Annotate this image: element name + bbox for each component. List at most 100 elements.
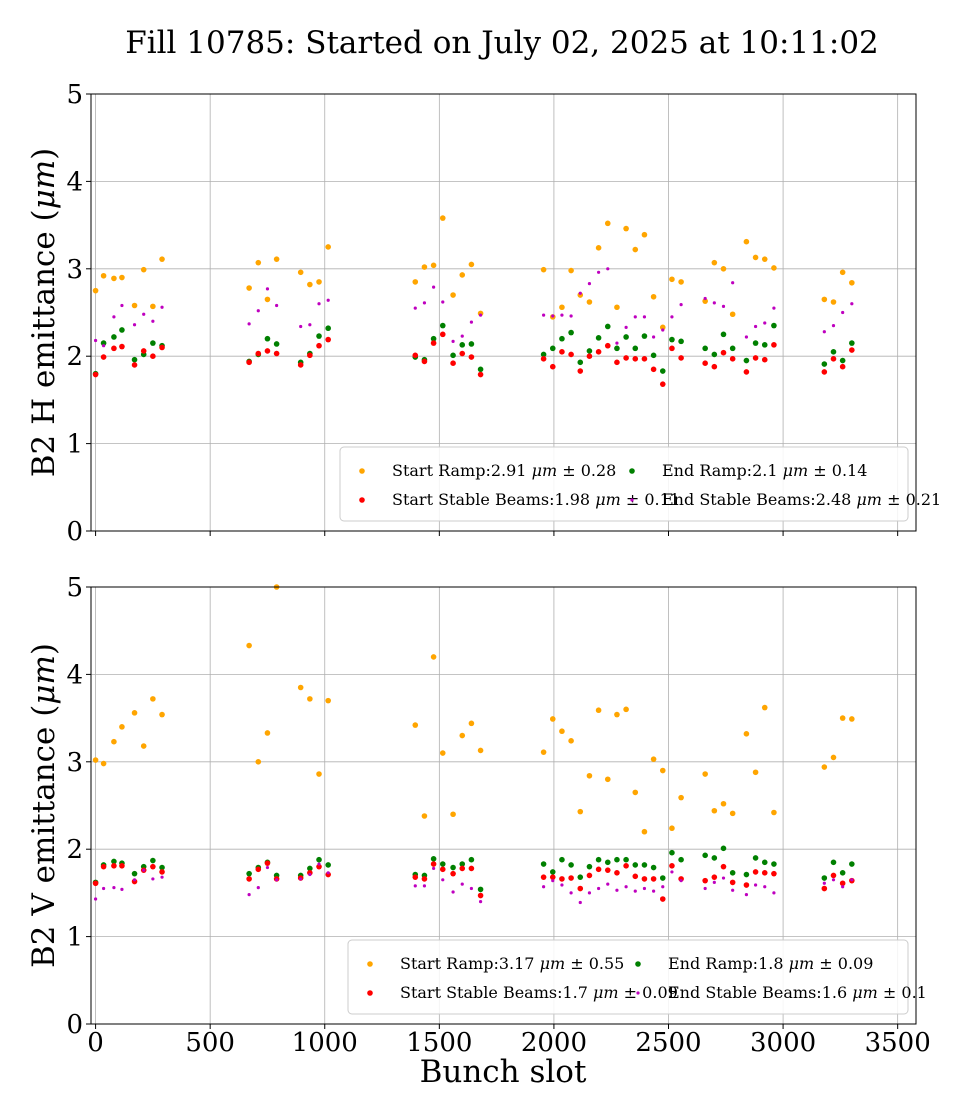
point-end-ramp	[111, 334, 117, 340]
point-start-stable-beams	[468, 865, 475, 872]
point-end-stable-beams	[460, 882, 464, 886]
point-start-stable-beams	[568, 875, 574, 881]
point-end-stable-beams	[633, 315, 637, 319]
point-start-ramp	[140, 266, 147, 273]
point-start-stable-beams	[678, 355, 684, 361]
point-end-ramp	[150, 857, 156, 864]
point-end-stable-beams	[247, 893, 251, 897]
point-end-stable-beams	[661, 328, 665, 332]
point-end-ramp	[450, 864, 456, 871]
point-end-ramp	[604, 323, 611, 330]
point-end-ramp	[678, 856, 684, 863]
point-start-ramp	[131, 302, 138, 309]
point-end-stable-beams	[606, 267, 610, 271]
point-end-ramp	[839, 357, 846, 364]
point-start-stable-beams	[641, 356, 648, 362]
point-end-stable-beams	[661, 885, 665, 889]
point-start-ramp	[659, 324, 666, 331]
point-start-ramp	[830, 299, 837, 305]
point-end-stable-beams	[432, 866, 436, 871]
point-end-stable-beams	[652, 889, 656, 893]
point-end-stable-beams	[569, 891, 573, 895]
point-end-stable-beams	[256, 309, 260, 313]
point-start-ramp	[729, 311, 736, 318]
point-start-ramp	[771, 809, 777, 816]
point-end-ramp	[439, 322, 446, 329]
point-start-stable-beams	[559, 349, 565, 355]
point-start-stable-beams	[540, 356, 547, 362]
point-start-stable-beams	[604, 867, 611, 873]
point-start-ramp	[720, 800, 727, 807]
x-tick-label: 1000	[292, 1028, 358, 1058]
point-end-ramp	[720, 331, 727, 338]
point-end-stable-beams	[478, 900, 483, 904]
point-start-ramp	[711, 807, 718, 814]
point-end-stable-beams	[850, 302, 854, 306]
point-end-stable-beams	[317, 862, 321, 866]
point-start-stable-beams	[659, 381, 666, 387]
point-start-ramp	[632, 246, 639, 253]
legend-marker	[629, 468, 635, 474]
point-end-stable-beams	[642, 315, 647, 319]
point-end-stable-beams	[679, 303, 683, 307]
point-start-ramp	[830, 754, 837, 761]
point-end-ramp	[729, 869, 736, 876]
point-end-ramp	[273, 341, 280, 347]
legend-label: End Ramp:2.1 μm ± 0.14	[662, 461, 867, 480]
point-start-stable-beams	[839, 363, 846, 370]
point-end-ramp	[743, 871, 750, 878]
point-end-stable-beams	[624, 325, 628, 329]
point-end-ramp	[325, 325, 331, 332]
point-start-ramp	[468, 720, 475, 727]
legend-frame	[347, 939, 909, 1015]
point-end-stable-beams	[772, 306, 776, 310]
point-start-ramp	[839, 269, 846, 276]
point-start-stable-beams	[821, 369, 828, 375]
point-start-ramp	[325, 244, 331, 250]
point-start-ramp	[595, 245, 602, 251]
point-end-stable-beams	[652, 335, 656, 339]
point-end-stable-beams	[731, 281, 735, 285]
point-end-stable-beams	[569, 314, 573, 318]
legend-label: Start Stable Beams:1.98 μm ± 0.11	[392, 490, 680, 509]
point-start-ramp	[849, 279, 855, 286]
point-start-stable-beams	[752, 869, 759, 875]
x-tick-label: 3500	[865, 1028, 931, 1058]
point-end-ramp	[477, 886, 484, 893]
point-start-stable-beams	[830, 872, 837, 879]
point-start-stable-beams	[412, 352, 419, 359]
point-end-ramp	[595, 856, 602, 863]
point-end-ramp	[559, 335, 565, 342]
point-end-ramp	[752, 855, 759, 861]
point-end-ramp	[849, 340, 855, 346]
point-end-stable-beams	[841, 310, 845, 315]
point-end-ramp	[100, 340, 107, 346]
point-start-ramp	[119, 724, 125, 730]
point-start-stable-beams	[761, 869, 768, 876]
point-start-stable-beams	[604, 342, 611, 349]
point-end-stable-beams	[265, 865, 270, 870]
point-end-ramp	[711, 351, 718, 358]
point-end-stable-beams	[831, 878, 836, 882]
point-start-stable-beams	[421, 876, 428, 882]
point-start-ramp	[586, 772, 593, 779]
point-start-stable-beams	[577, 368, 584, 374]
point-end-stable-beams	[712, 880, 716, 885]
point-start-ramp	[702, 771, 708, 777]
legend-marker	[630, 498, 634, 502]
point-start-stable-beams	[316, 863, 322, 870]
point-end-ramp	[830, 349, 837, 355]
point-start-ramp	[273, 256, 280, 262]
point-end-ramp	[702, 345, 708, 352]
point-end-ramp	[650, 864, 657, 871]
legend-marker	[359, 497, 365, 503]
point-end-stable-beams	[102, 344, 106, 348]
point-end-ramp	[459, 342, 466, 348]
point-start-stable-beams	[595, 866, 602, 873]
x-tick-label: 2000	[521, 1028, 587, 1058]
point-end-ramp	[614, 345, 620, 352]
point-start-ramp	[307, 696, 313, 702]
point-end-ramp	[830, 859, 837, 866]
point-start-ramp	[540, 266, 547, 273]
point-end-ramp	[659, 368, 666, 374]
